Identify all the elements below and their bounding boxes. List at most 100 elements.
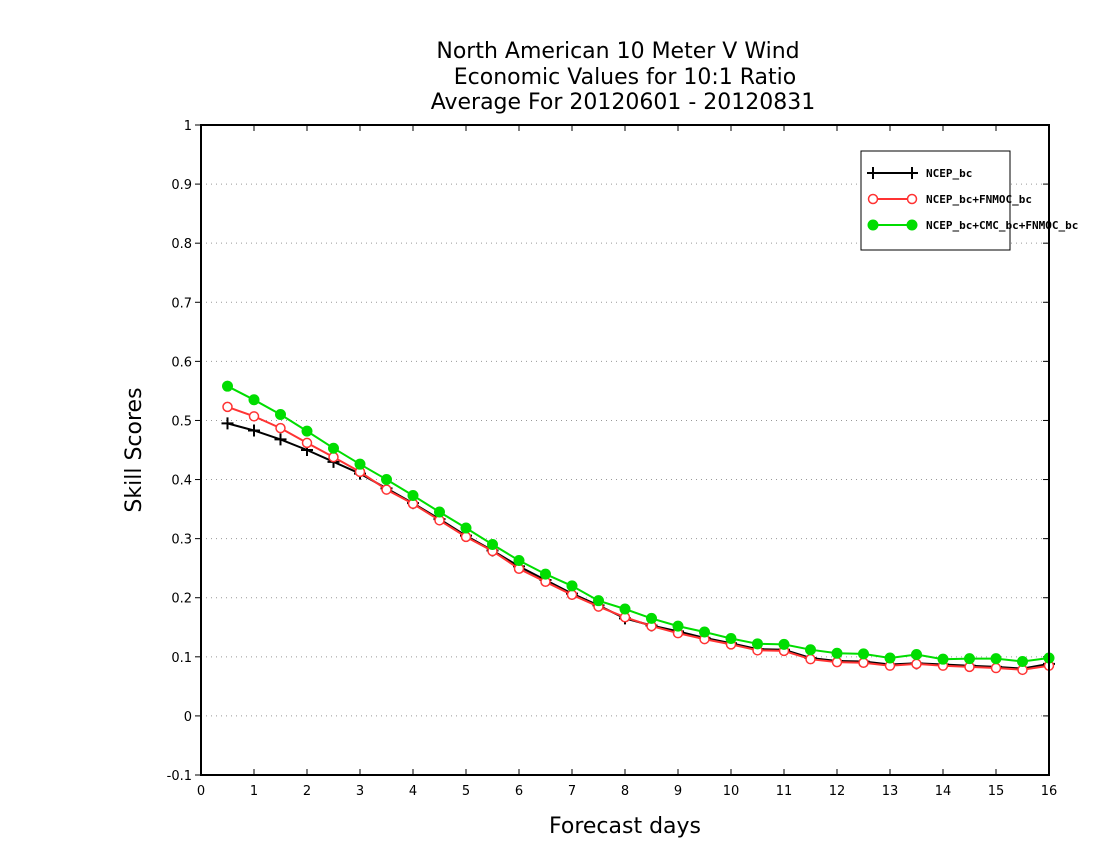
data-point (301, 437, 313, 449)
data-point (566, 589, 578, 601)
legend-label: NCEP_bc+CMC_bc+FNMOC_bc (926, 219, 1078, 232)
x-axis-label: Forecast days (549, 814, 701, 839)
legend-entries: NCEP_bc NCEP_bc+FNMOC_bc NCEP_bc+CMC_bc+FN… (867, 167, 1078, 232)
data-point (831, 647, 843, 659)
x-tick-label: 8 (621, 784, 629, 799)
title-line-1: North American 10 Meter V Wind (436, 39, 799, 64)
x-tick-label: 6 (515, 784, 523, 799)
legend-entry: NCEP_bc (867, 167, 972, 180)
data-point (805, 644, 816, 656)
series-line (227, 385, 1050, 663)
data-point (328, 451, 339, 463)
data-point (805, 653, 816, 665)
data-point (275, 422, 286, 434)
y-tick-label: 1 (184, 119, 192, 134)
y-tick-label: 0.8 (171, 237, 192, 252)
data-point (858, 657, 869, 668)
y-tick-label: 0.2 (171, 592, 192, 607)
data-point (221, 417, 234, 430)
y-tick-label: 0.3 (171, 533, 192, 548)
data-point (646, 612, 657, 624)
x-tick-label: 13 (882, 784, 899, 799)
axes: -0.100.10.20.30.40.50.60.70.80.910 1 2 3 4 5 6… (167, 119, 1058, 799)
data-point (487, 539, 498, 551)
y-axis-label: Skill Scores (122, 387, 147, 512)
series-1 (222, 401, 1055, 676)
x-tick-label: 15 (988, 784, 1005, 799)
x-tick-label: 10 (723, 784, 740, 799)
data-point (911, 658, 922, 670)
x-tick-label: 11 (776, 784, 793, 799)
data-point (964, 653, 975, 665)
data-point (884, 652, 896, 664)
legend-marker (906, 167, 918, 179)
x-tick-label: 0 (197, 784, 205, 799)
y-tick-label: 0 (184, 710, 192, 725)
data-point (699, 626, 710, 638)
series-line (227, 405, 1050, 671)
legend-marker (867, 167, 879, 179)
data-point (566, 580, 578, 592)
data-point (619, 603, 631, 615)
data-point (381, 484, 392, 495)
data-point (434, 506, 445, 518)
data-point (752, 638, 763, 650)
legend-entry: NCEP_bc+CMC_bc+FNMOC_bc (867, 219, 1078, 232)
data-point (990, 662, 1002, 674)
grid-lines (201, 183, 1049, 717)
plot-frame (200, 124, 1050, 776)
x-tick-label: 9 (674, 784, 682, 799)
y-tick-label: -0.1 (167, 769, 192, 784)
data-point (990, 653, 1002, 665)
legend-marker (906, 193, 918, 205)
y-tick-label: 0.5 (171, 414, 192, 429)
data-point (222, 401, 233, 413)
data-series (221, 380, 1055, 676)
data-point (858, 648, 869, 660)
data-point (354, 458, 366, 470)
data-point (593, 595, 604, 607)
legend-label: NCEP_bc+FNMOC_bc (926, 193, 1032, 206)
x-tick-label: 1 (250, 784, 258, 799)
series-2 (222, 380, 1055, 668)
x-tick-label: 12 (829, 784, 846, 799)
data-point (328, 442, 339, 454)
data-point (301, 425, 313, 437)
data-point (672, 620, 684, 632)
data-point (407, 490, 419, 501)
y-tick-label: 0.1 (171, 651, 192, 666)
data-point (274, 433, 287, 446)
legend: NCEP_bc NCEP_bc+FNMOC_bc NCEP_bc+CMC_bc+FN… (860, 150, 1078, 251)
x-tick-label: 14 (935, 784, 952, 799)
y-tick-label: 0.6 (171, 355, 192, 370)
data-point (513, 555, 525, 566)
x-tick-label: 4 (409, 784, 417, 799)
data-point (911, 648, 922, 660)
legend-box (860, 150, 1011, 251)
data-point (248, 394, 260, 406)
data-point (460, 531, 472, 543)
legend-entry: NCEP_bc+FNMOC_bc (867, 193, 1032, 206)
title-line-3: Average For 20120601 - 20120831 (431, 90, 816, 115)
data-point (831, 656, 843, 668)
y-tick-label: 0.4 (171, 474, 192, 489)
data-point (1017, 656, 1028, 668)
y-tick-label: 0.7 (171, 296, 192, 311)
x-tick-label: 7 (568, 784, 576, 799)
x-tick-label: 3 (356, 784, 364, 799)
legend-marker (906, 219, 918, 231)
data-point (937, 653, 949, 665)
data-point (222, 380, 233, 392)
x-tick-label: 2 (303, 784, 311, 799)
series-line (227, 422, 1050, 670)
legend-marker (867, 219, 879, 231)
data-point (540, 568, 551, 580)
x-tick-label: 16 (1041, 784, 1058, 799)
data-point (248, 411, 260, 422)
chart-title: North American 10 Meter V Wind Economic … (431, 39, 816, 115)
x-tick-label: 5 (462, 784, 470, 799)
title-line-2: Economic Values for 10:1 Ratio (454, 65, 796, 90)
data-point (275, 409, 286, 421)
data-point (381, 474, 392, 486)
